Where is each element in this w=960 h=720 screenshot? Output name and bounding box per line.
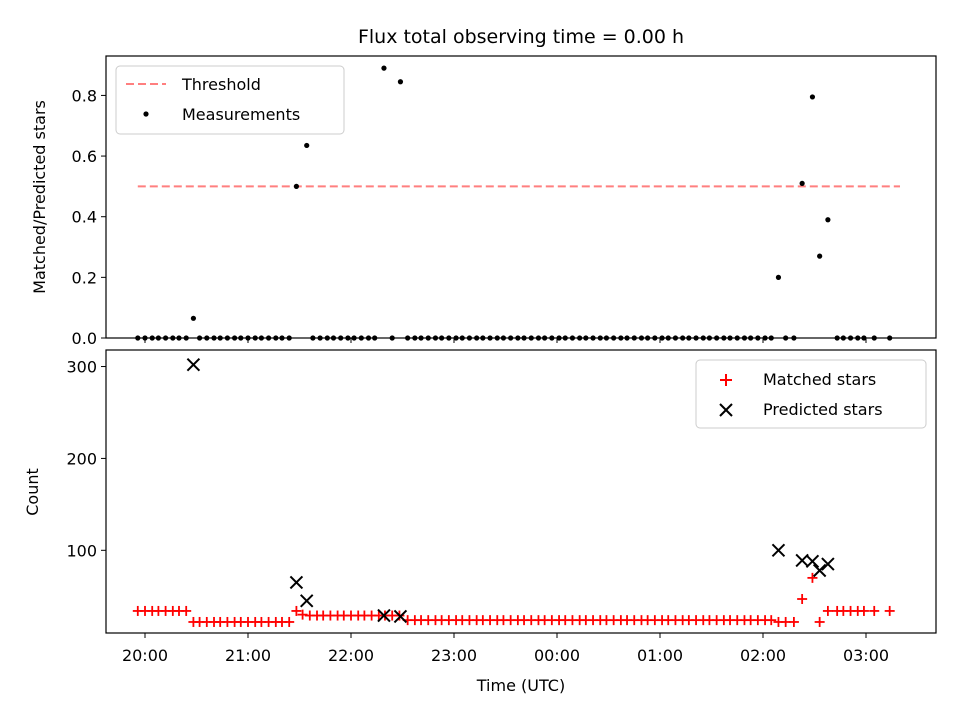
bottom-ticks: 100 200 300 20:00 21:00 22:00 23:00 00:00 01:00 0… — [66, 358, 889, 665]
matched-point-23 — [291, 605, 302, 616]
legend-predicted-label: Predicted stars — [763, 400, 883, 419]
top-y-tick-label-2: 0.4 — [72, 208, 97, 227]
x-tick-label-2: 22:00 — [328, 646, 374, 665]
x-tick-label-7: 03:00 — [843, 646, 889, 665]
measurement-point-92 — [775, 274, 782, 280]
measurement-point-97 — [817, 253, 823, 259]
top-y-axis-title: Matched/Predicted stars — [30, 100, 49, 294]
x-axis-title: Time (UTC) — [476, 676, 565, 695]
top-legend: Threshold Measurements — [115, 65, 345, 135]
measurement-point-96 — [809, 94, 816, 100]
matched-point-104 — [858, 605, 869, 616]
matched-point-106 — [884, 605, 895, 616]
top-y-tick-label-4: 0.8 — [72, 86, 97, 105]
matched-point-24 — [297, 609, 308, 620]
bottom-panel: 100 200 300 20:00 21:00 22:00 23:00 00:00 01:00 0… — [23, 349, 937, 695]
top-ticks: 0.0 0.2 0.4 0.6 0.8 — [72, 86, 867, 348]
legend-predicted-swatch — [719, 403, 733, 417]
measurement-point-8 — [190, 315, 197, 321]
predicted-point-3 — [377, 608, 391, 623]
measurement-point-37 — [397, 79, 404, 85]
predicted-point-9 — [821, 557, 835, 571]
predicted-point-2 — [300, 594, 314, 608]
bottom-legend: Matched stars Predicted stars — [695, 359, 927, 429]
x-tick-label-0: 20:00 — [122, 646, 168, 665]
bottom-legend-box — [695, 359, 927, 429]
bottom-y-axis-title: Count — [23, 468, 42, 516]
top-y-tick-label-1: 0.2 — [72, 268, 97, 287]
measurement-point-95 — [799, 180, 805, 186]
legend-threshold-label: Threshold — [181, 75, 261, 94]
measurement-point-24 — [304, 142, 310, 149]
predicted-point-4 — [393, 609, 408, 624]
matched-point-97 — [807, 572, 818, 583]
legend-matched-swatch — [720, 374, 732, 386]
matched-point-99 — [822, 605, 833, 616]
legend-measurements-swatch — [143, 111, 149, 117]
matched-point-92 — [766, 615, 777, 626]
top-legend-box — [115, 65, 345, 135]
matched-point-98 — [814, 616, 825, 627]
bottom-y-tick-label-2: 300 — [66, 358, 97, 377]
predicted-point-5 — [771, 543, 786, 558]
top-y-tick-label-3: 0.6 — [72, 147, 97, 166]
top-y-tick-label-0: 0.0 — [72, 329, 97, 348]
predicted-point-7 — [805, 554, 820, 569]
matched-point-105 — [869, 605, 880, 616]
x-tick-label-3: 23:00 — [431, 646, 477, 665]
bottom-series — [132, 357, 895, 627]
bottom-frame — [105, 349, 937, 634]
legend-matched-label: Matched stars — [763, 370, 876, 389]
matched-point-96 — [797, 594, 808, 605]
predicted-point-8 — [812, 563, 827, 578]
matched-point-7 — [181, 605, 192, 616]
chart-title: Flux total observing time = 0.00 h — [358, 26, 684, 48]
predicted-point-0 — [186, 357, 201, 372]
matched-point-95 — [788, 616, 799, 627]
matched-point-22 — [284, 616, 295, 627]
x-tick-label-5: 01:00 — [637, 646, 683, 665]
x-tick-label-6: 02:00 — [740, 646, 786, 665]
x-tick-label-4: 00:00 — [534, 646, 580, 665]
bottom-y-tick-label-0: 100 — [66, 541, 97, 560]
measurement-point-98 — [825, 217, 831, 223]
bottom-y-tick-label-1: 200 — [66, 449, 97, 468]
predicted-point-1 — [289, 575, 304, 590]
top-frame — [105, 55, 937, 339]
top-panel: 0.00.20.40.60.8 Matched/Predicted stars … — [30, 55, 937, 348]
legend-measurements-label: Measurements — [182, 105, 300, 124]
measurement-point-35 — [381, 65, 387, 71]
x-tick-label-1: 21:00 — [225, 646, 271, 665]
measurement-point-23 — [293, 183, 300, 189]
